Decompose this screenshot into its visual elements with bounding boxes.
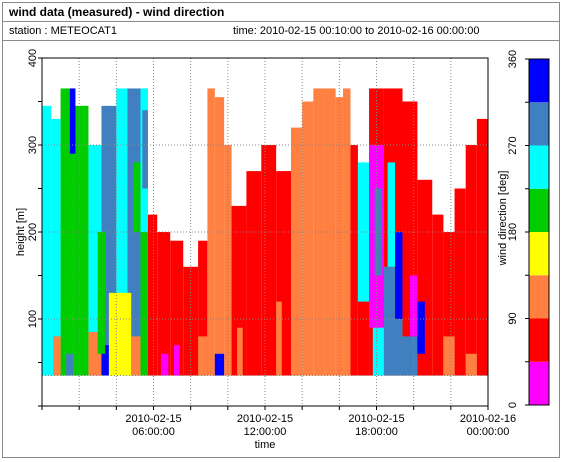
- data-column-9: [147, 214, 158, 376]
- colorbar-bin-4: [529, 188, 549, 232]
- data-column-28: [357, 162, 370, 376]
- data-patch-11: [160, 353, 169, 376]
- plot-data-area: [42, 88, 488, 376]
- data-column-2: [60, 88, 74, 376]
- data-column-22: [302, 101, 314, 376]
- colorbar-bin-3: [529, 232, 549, 276]
- data-column-21: [291, 127, 303, 376]
- x-tick-time-3: 00:00:00: [467, 426, 510, 438]
- x-tick-time-2: 18:00:00: [355, 426, 398, 438]
- colorbar-tick-label-0: 0: [507, 402, 519, 408]
- data-column-14: [207, 88, 215, 376]
- data-column-25: [335, 97, 344, 376]
- station-label: station : METEOCAT1: [9, 25, 117, 37]
- data-column-27: [350, 145, 358, 376]
- data-patch-12: [173, 345, 180, 376]
- data-column-37: [476, 118, 488, 376]
- data-patch-28: [465, 353, 477, 376]
- data-patch-17: [357, 301, 370, 376]
- colorbar-tick-label-1: 90: [507, 312, 519, 324]
- data-column-16: [224, 145, 232, 376]
- colorbar-tick-label-4: 360: [507, 50, 519, 68]
- x-tick-date-1: 2010-02-15: [237, 413, 293, 425]
- data-patch-2: [69, 88, 76, 154]
- data-column-0: [42, 105, 52, 376]
- data-patch-23: [395, 232, 403, 319]
- data-column-6: [116, 88, 128, 376]
- data-column-11: [170, 240, 184, 376]
- info-bar: station : METEOCAT1 time: 2010-02-15 00:…: [3, 22, 559, 41]
- data-patch-7: [131, 336, 141, 376]
- y-tick-label-3: 400: [27, 49, 39, 67]
- data-column-13: [198, 240, 208, 376]
- data-column-19: [261, 145, 277, 376]
- data-patch-1: [66, 353, 74, 376]
- x-tick-date-0: 2010-02-15: [125, 413, 181, 425]
- y-tick-label-2: 300: [27, 136, 39, 154]
- chart-title: wind data (measured) - wind direction: [9, 5, 225, 19]
- colorbar-bin-0: [529, 361, 549, 405]
- data-column-33: [432, 214, 444, 376]
- data-column-1: [51, 118, 61, 376]
- colorbar-bin-5: [529, 145, 549, 189]
- data-column-17: [231, 205, 247, 376]
- data-patch-8: [133, 162, 141, 232]
- data-patch-5: [97, 232, 106, 354]
- x-tick-date-2: 2010-02-15: [348, 413, 404, 425]
- data-patch-16: [276, 301, 282, 376]
- data-patch-0: [53, 336, 61, 376]
- data-patch-24: [402, 336, 418, 376]
- data-column-26: [343, 88, 351, 376]
- time-range-label: time: 2010-02-15 00:10:00 to 2010-02-16 …: [233, 25, 480, 37]
- data-patch-15: [237, 327, 243, 376]
- data-column-15: [214, 97, 225, 376]
- y-tick-label-0: 100: [27, 310, 39, 328]
- data-patch-25: [409, 275, 418, 337]
- data-patch-26: [417, 301, 425, 354]
- x-tick-time-1: 12:00:00: [244, 426, 287, 438]
- colorbar-tick-label-2: 180: [507, 223, 519, 241]
- colorbar-label: wind direction [deg]: [497, 171, 509, 267]
- x-axis: 2010-02-1506:00:002010-02-1512:00:002010…: [41, 406, 516, 438]
- y-axis-label: height [m]: [15, 208, 27, 256]
- data-patch-6: [108, 292, 132, 376]
- x-tick-time-0: 06:00:00: [132, 426, 175, 438]
- data-patch-10: [142, 110, 148, 189]
- data-patch-27: [443, 336, 455, 376]
- colorbar-bin-1: [529, 318, 549, 362]
- colorbar-bin-2: [529, 275, 549, 319]
- data-column-35: [454, 188, 466, 376]
- data-column-36: [465, 145, 477, 376]
- y-tick-label-1: 200: [27, 223, 39, 241]
- title-bar: wind data (measured) - wind direction: [3, 3, 559, 22]
- data-column-34: [443, 232, 455, 376]
- colorbar: 0 90 180 270 360: [507, 50, 550, 408]
- data-patch-22: [387, 162, 396, 267]
- colorbar-bin-6: [529, 102, 549, 146]
- colorbar-bin-7: [529, 59, 549, 103]
- colorbar-tick-label-3: 270: [507, 136, 519, 154]
- data-column-12: [183, 266, 199, 376]
- data-patch-9: [140, 232, 148, 376]
- data-patch-19: [372, 327, 384, 376]
- data-patch-4: [101, 345, 109, 376]
- data-column-3: [73, 105, 89, 376]
- x-axis-label: time: [255, 439, 276, 451]
- x-tick-date-3: 2010-02-16: [460, 413, 516, 425]
- data-patch-14: [214, 353, 225, 376]
- y-axis: 100 200 300 400: [27, 49, 42, 407]
- data-column-10: [157, 232, 171, 376]
- data-patch-13: [198, 336, 208, 376]
- data-column-18: [246, 171, 262, 376]
